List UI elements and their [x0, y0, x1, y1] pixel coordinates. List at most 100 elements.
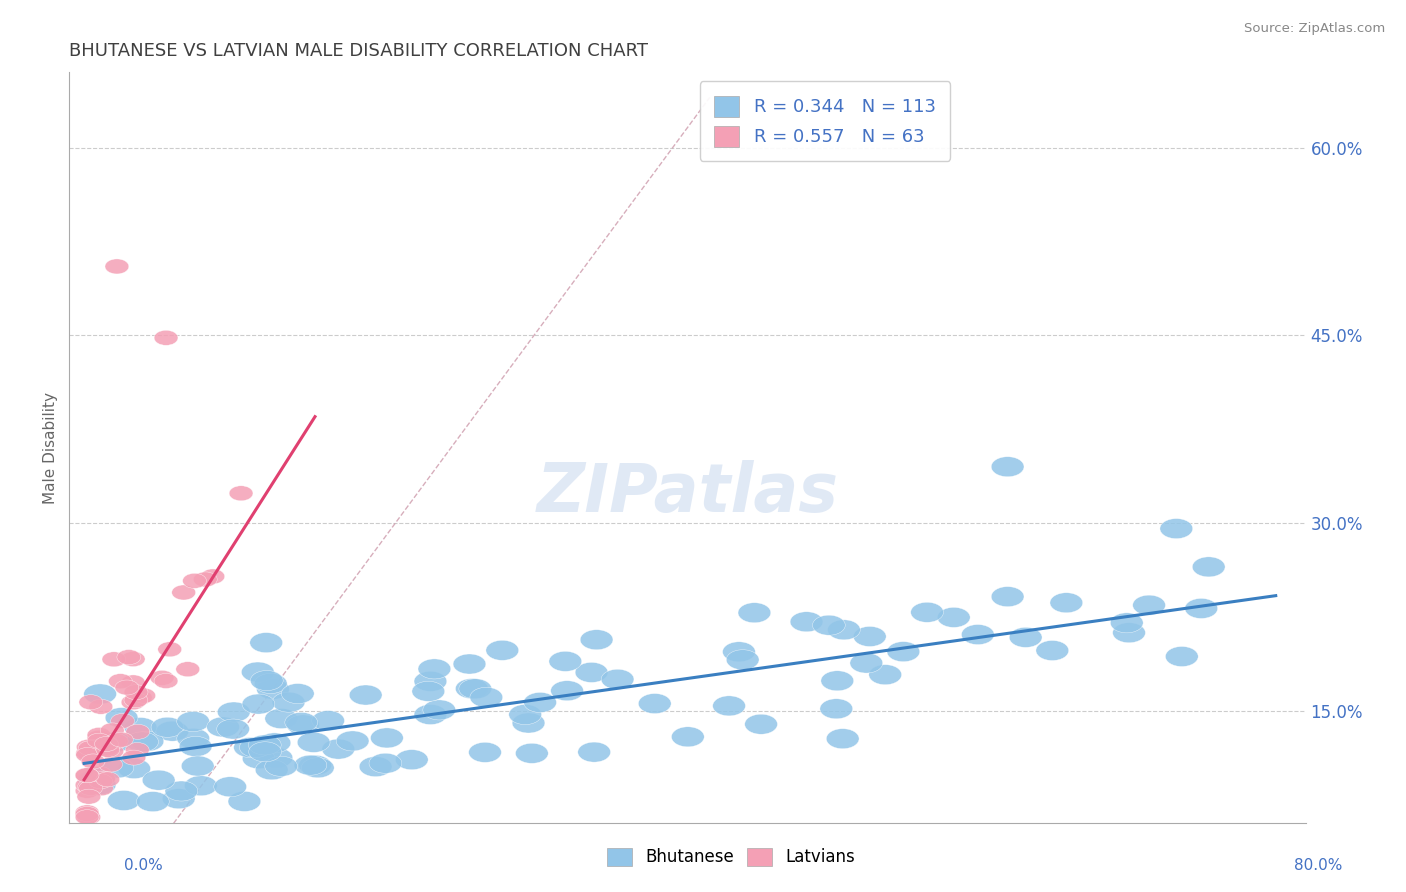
Ellipse shape: [264, 756, 298, 776]
Ellipse shape: [575, 663, 607, 682]
Ellipse shape: [75, 806, 98, 822]
Ellipse shape: [672, 727, 704, 747]
Ellipse shape: [90, 780, 114, 796]
Ellipse shape: [1133, 595, 1166, 615]
Ellipse shape: [228, 791, 260, 812]
Ellipse shape: [512, 713, 546, 733]
Ellipse shape: [395, 749, 429, 770]
Ellipse shape: [250, 632, 283, 653]
Ellipse shape: [273, 692, 305, 712]
Ellipse shape: [121, 651, 145, 666]
Ellipse shape: [418, 659, 451, 679]
Ellipse shape: [207, 717, 239, 737]
Ellipse shape: [111, 714, 135, 729]
Ellipse shape: [456, 679, 488, 698]
Ellipse shape: [125, 724, 149, 739]
Ellipse shape: [962, 624, 994, 645]
Ellipse shape: [83, 774, 117, 795]
Ellipse shape: [368, 753, 402, 773]
Legend: Bhutanese, Latvians: Bhutanese, Latvians: [599, 839, 863, 875]
Ellipse shape: [723, 641, 755, 662]
Ellipse shape: [125, 742, 149, 757]
Ellipse shape: [745, 714, 778, 734]
Ellipse shape: [851, 653, 883, 673]
Ellipse shape: [413, 705, 447, 724]
Ellipse shape: [124, 717, 157, 738]
Ellipse shape: [548, 651, 582, 672]
Ellipse shape: [177, 712, 209, 731]
Ellipse shape: [516, 743, 548, 764]
Ellipse shape: [239, 738, 273, 757]
Ellipse shape: [110, 732, 134, 747]
Ellipse shape: [75, 805, 98, 820]
Ellipse shape: [581, 630, 613, 649]
Ellipse shape: [132, 688, 156, 703]
Ellipse shape: [184, 776, 217, 796]
Ellipse shape: [87, 731, 111, 746]
Text: BHUTANESE VS LATVIAN MALE DISABILITY CORRELATION CHART: BHUTANESE VS LATVIAN MALE DISABILITY COR…: [69, 42, 648, 60]
Ellipse shape: [413, 672, 447, 691]
Ellipse shape: [142, 770, 176, 790]
Ellipse shape: [869, 665, 901, 685]
Ellipse shape: [105, 259, 129, 274]
Ellipse shape: [264, 708, 298, 729]
Ellipse shape: [294, 756, 326, 775]
Ellipse shape: [76, 746, 100, 761]
Ellipse shape: [89, 699, 112, 714]
Ellipse shape: [790, 612, 823, 632]
Ellipse shape: [77, 780, 101, 795]
Ellipse shape: [229, 486, 253, 500]
Ellipse shape: [1192, 557, 1225, 577]
Ellipse shape: [423, 700, 456, 720]
Ellipse shape: [136, 791, 169, 812]
Ellipse shape: [82, 754, 105, 769]
Y-axis label: Male Disability: Male Disability: [44, 392, 58, 504]
Ellipse shape: [150, 717, 184, 738]
Ellipse shape: [83, 773, 107, 789]
Ellipse shape: [75, 810, 98, 825]
Ellipse shape: [77, 770, 111, 790]
Ellipse shape: [813, 615, 845, 635]
Ellipse shape: [991, 457, 1024, 476]
Ellipse shape: [118, 758, 150, 779]
Ellipse shape: [1050, 593, 1083, 613]
Ellipse shape: [551, 681, 583, 701]
Ellipse shape: [162, 789, 195, 809]
Ellipse shape: [128, 690, 152, 705]
Ellipse shape: [155, 330, 179, 345]
Ellipse shape: [165, 781, 198, 801]
Ellipse shape: [820, 698, 852, 719]
Ellipse shape: [77, 789, 101, 805]
Ellipse shape: [359, 756, 392, 777]
Ellipse shape: [249, 735, 281, 755]
Ellipse shape: [312, 711, 344, 731]
Ellipse shape: [713, 696, 745, 716]
Text: ZIPatlas: ZIPatlas: [536, 460, 838, 526]
Ellipse shape: [75, 768, 98, 783]
Ellipse shape: [79, 740, 103, 756]
Ellipse shape: [76, 739, 100, 755]
Ellipse shape: [96, 741, 120, 756]
Ellipse shape: [101, 758, 134, 778]
Ellipse shape: [468, 742, 502, 763]
Ellipse shape: [75, 783, 98, 798]
Ellipse shape: [87, 733, 111, 748]
Ellipse shape: [107, 790, 141, 811]
Ellipse shape: [256, 679, 290, 699]
Ellipse shape: [98, 757, 122, 772]
Ellipse shape: [125, 731, 159, 752]
Ellipse shape: [105, 707, 138, 728]
Ellipse shape: [259, 733, 291, 753]
Ellipse shape: [1185, 599, 1218, 618]
Ellipse shape: [76, 747, 100, 763]
Ellipse shape: [911, 602, 943, 623]
Ellipse shape: [150, 670, 174, 685]
Ellipse shape: [96, 772, 120, 787]
Ellipse shape: [470, 688, 503, 707]
Ellipse shape: [217, 719, 249, 739]
Ellipse shape: [349, 685, 382, 705]
Ellipse shape: [322, 739, 354, 759]
Ellipse shape: [242, 662, 274, 682]
Ellipse shape: [157, 642, 181, 657]
Ellipse shape: [83, 768, 115, 788]
